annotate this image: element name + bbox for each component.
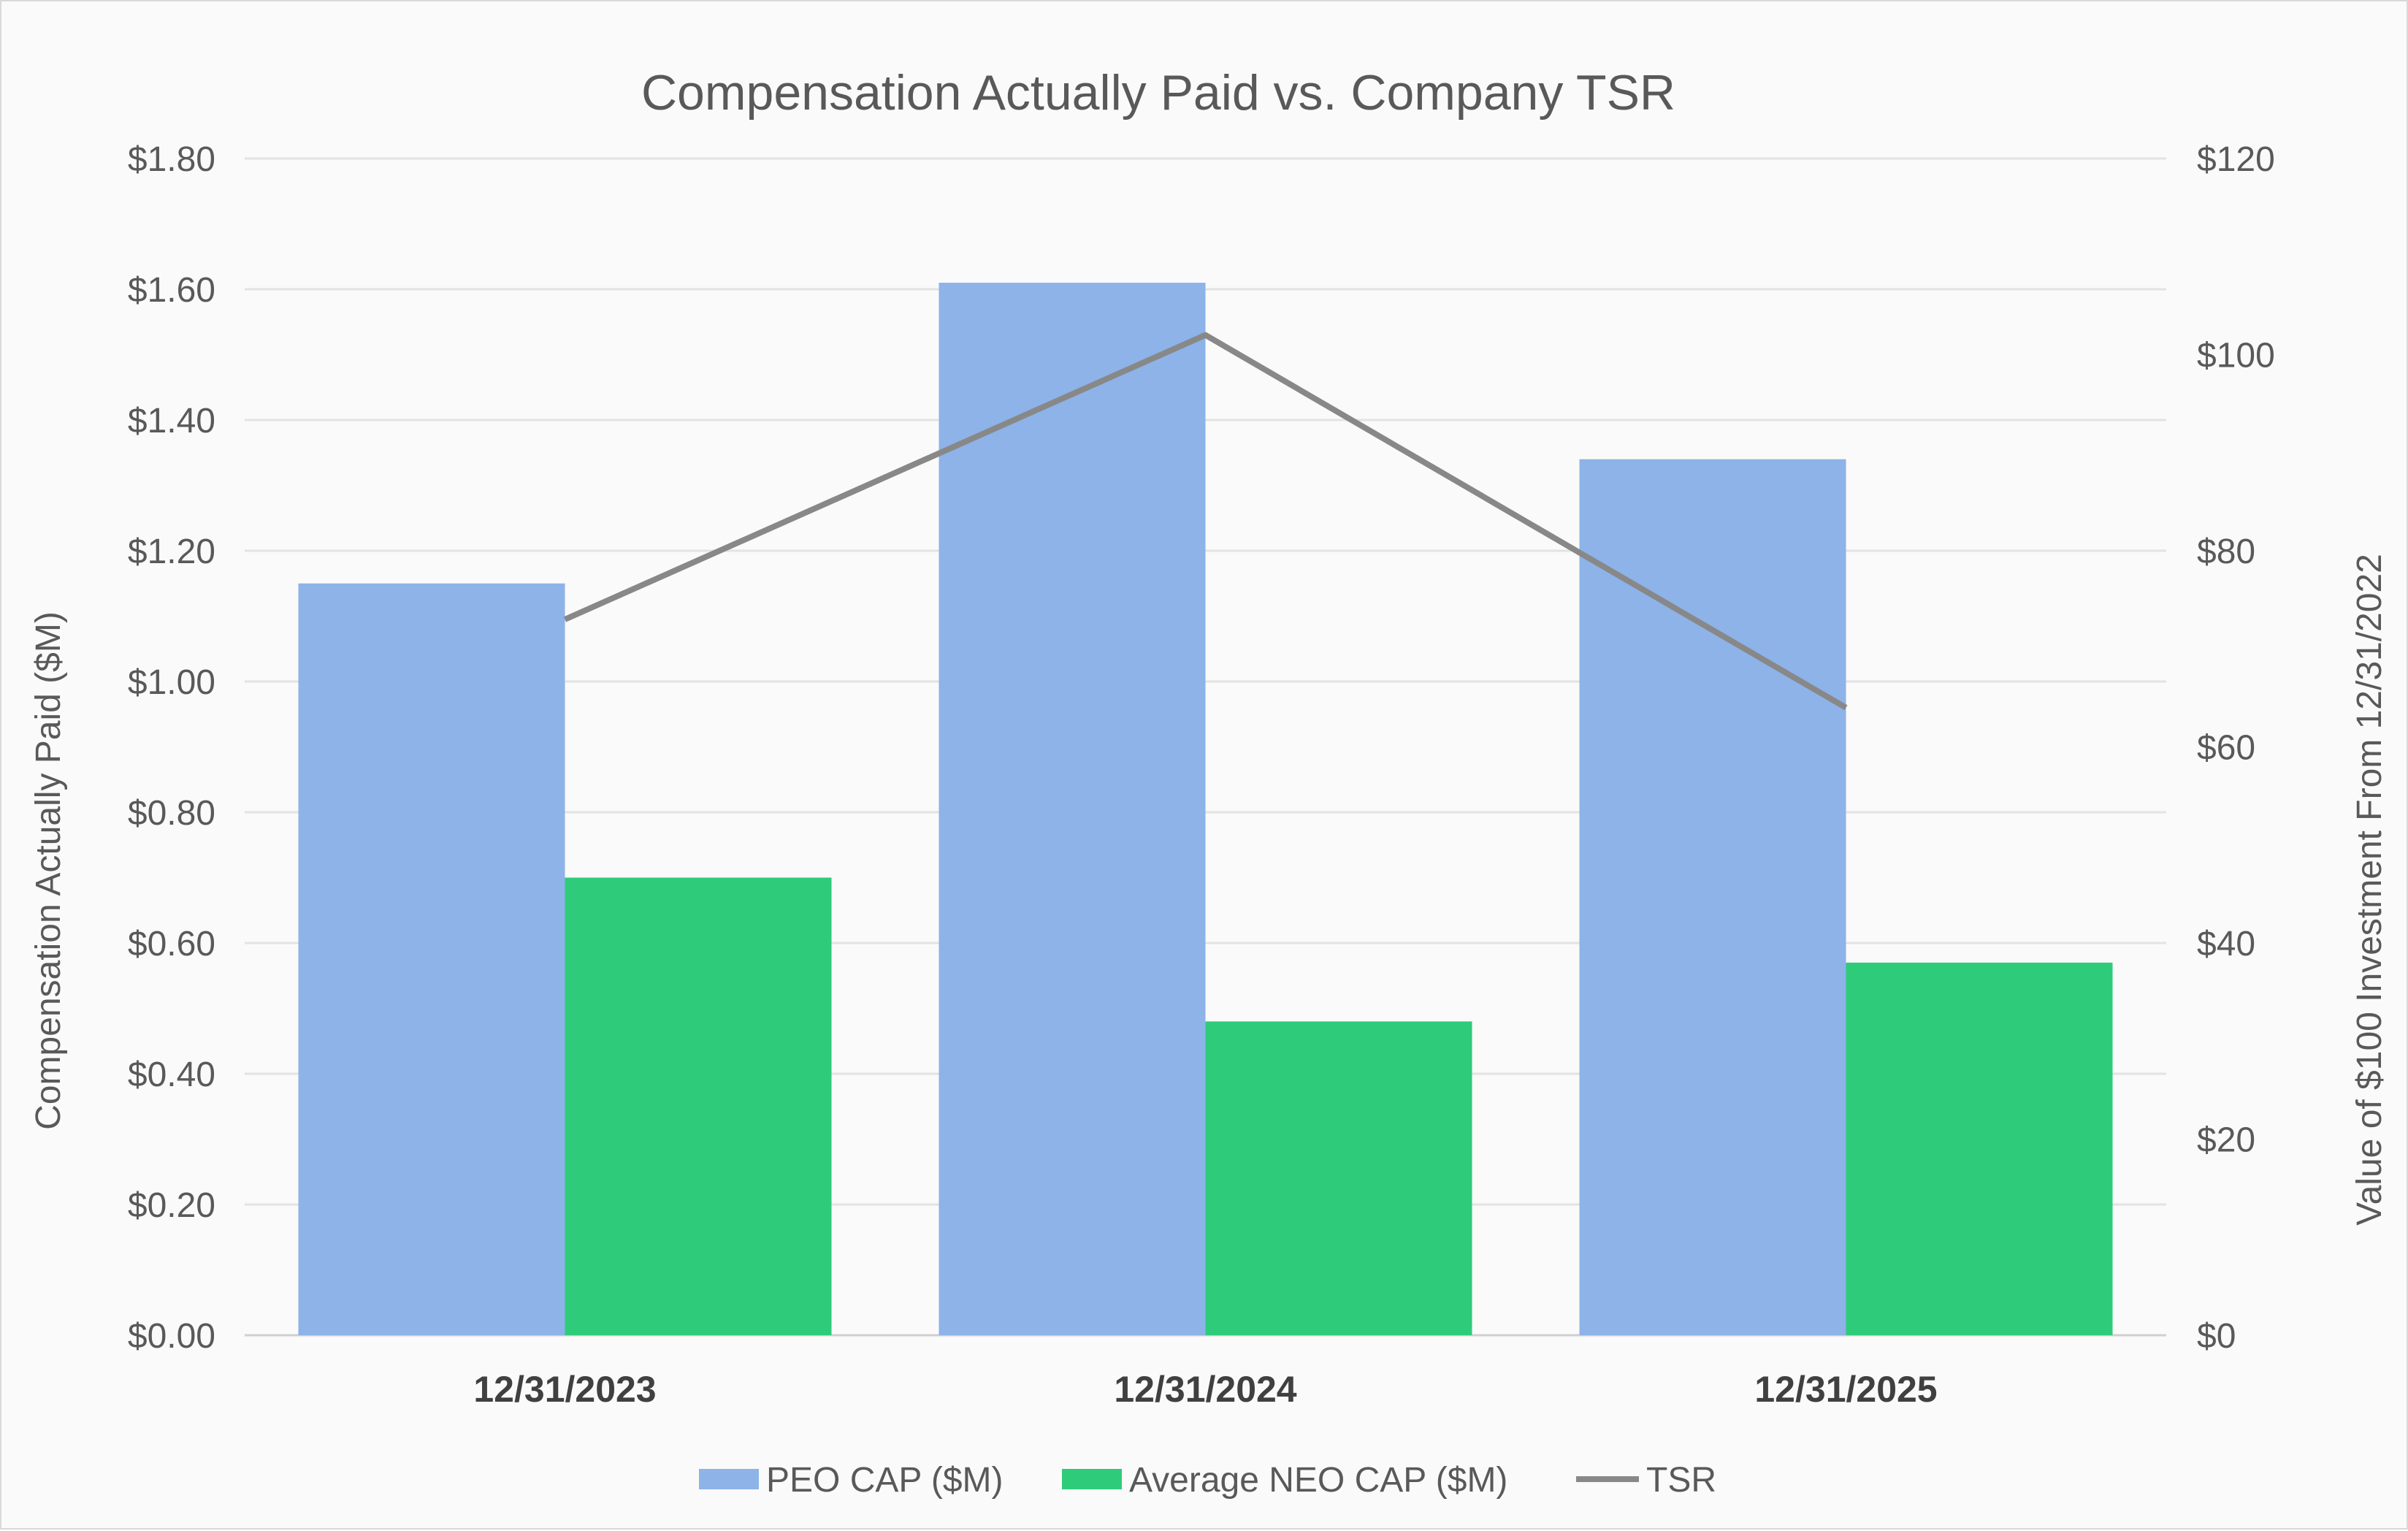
legend-swatch-peo <box>699 1469 759 1489</box>
right-tick-label: $120 <box>2197 140 2275 179</box>
left-tick-label: $1.80 <box>128 140 215 179</box>
peo-cap-bar <box>298 583 565 1335</box>
peo-cap-bar <box>939 283 1206 1335</box>
category-label: 12/31/2023 <box>473 1369 656 1410</box>
left-tick-label: $0.00 <box>128 1317 215 1356</box>
right-tick-label: $0 <box>2197 1317 2236 1356</box>
right-tick-label: $20 <box>2197 1121 2255 1160</box>
right-tick-label: $40 <box>2197 925 2255 963</box>
left-tick-label: $1.40 <box>128 402 215 440</box>
legend-label: PEO CAP ($M) <box>766 1461 1004 1500</box>
right-axis-title: Value of $100 Investment From 12/31/2022 <box>2350 554 2389 1226</box>
left-tick-label: $0.60 <box>128 925 215 963</box>
left-tick-label: $1.60 <box>128 271 215 310</box>
category-label: 12/31/2024 <box>1114 1369 1296 1410</box>
left-tick-label: $1.20 <box>128 532 215 571</box>
neo-cap-bar <box>565 877 832 1335</box>
category-labels: 12/31/2023 12/31/2024 12/31/2025 <box>473 1369 1937 1410</box>
legend-label: TSR <box>1646 1461 1716 1500</box>
left-axis-title: Compensation Actually Paid ($M) <box>29 611 68 1130</box>
legend-swatch-neo <box>1062 1469 1122 1489</box>
left-tick-label: $0.40 <box>128 1055 215 1094</box>
neo-cap-bar <box>1205 1021 1472 1335</box>
category-label: 12/31/2025 <box>1754 1369 1937 1410</box>
left-axis-ticks: $0.00 $0.20 $0.40 $0.60 $0.80 $1.00 $1.20 $1.40… <box>128 140 215 1356</box>
neo-cap-bar <box>1846 962 2113 1335</box>
right-tick-label: $80 <box>2197 532 2255 571</box>
peo-cap-bar <box>1579 459 1846 1336</box>
left-tick-label: $1.00 <box>128 663 215 702</box>
legend: PEO CAP ($M) Average NEO CAP ($M) TSR <box>699 1461 1716 1500</box>
right-tick-label: $100 <box>2197 337 2275 375</box>
left-tick-label: $0.80 <box>128 794 215 833</box>
bars <box>298 283 2113 1336</box>
right-axis-ticks: $0 $20 $40 $60 $80 $100 $120 <box>2197 140 2275 1356</box>
tsr-line <box>563 332 1848 711</box>
tsr-line-group <box>563 332 1848 711</box>
chart-title: Compensation Actually Paid vs. Company T… <box>641 65 1675 121</box>
right-tick-label: $60 <box>2197 729 2255 768</box>
legend-label: Average NEO CAP ($M) <box>1129 1461 1507 1500</box>
left-tick-label: $0.20 <box>128 1186 215 1225</box>
